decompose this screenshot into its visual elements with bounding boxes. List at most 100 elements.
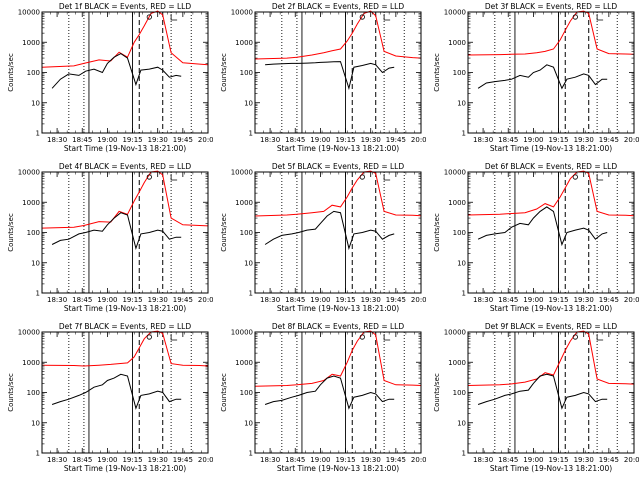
x-tick-label: 18:30 [260,136,280,144]
y-tick-label: 10000 [444,9,466,17]
x-tick-label: 19:00 [97,296,117,304]
x-tick-label: 20:00 [411,296,426,304]
x-tick-label: 19:30 [574,296,594,304]
x-tick-label: 18:45 [498,136,518,144]
peak-marker-bracket [596,14,604,21]
x-axis-label: Start Time (19-Nov-13 18:21:00) [277,464,399,473]
series-line-events [264,210,395,251]
peak-marker-bracket [383,14,391,21]
x-tick-label: 19:00 [310,456,330,464]
series-line-lld [468,10,634,56]
plot-frame [467,331,635,454]
chart-panel-det-6: Det 6f BLACK = Events, RED = LLD 1 10 100 10… [433,162,639,313]
x-tick-label: 19:45 [386,296,406,304]
x-tick-label: 18:30 [47,456,67,464]
x-tick-label: 19:00 [523,136,543,144]
y-tick-label: 1 [36,290,40,298]
x-tick-label: 19:30 [148,456,168,464]
peak-marker-circle [146,174,152,180]
y-tick-label: 1000 [448,39,466,47]
plot-frame [41,171,209,294]
x-axis-label: Start Time (19-Nov-13 18:21:00) [490,304,612,313]
x-tick-label: 19:30 [361,296,381,304]
peak-marker-circle [359,174,365,180]
x-tick-label: 18:30 [260,456,280,464]
x-axis-label: Start Time (19-Nov-13 18:21:00) [490,464,612,473]
chart-title: Det 7f BLACK = Events, RED = LLD [59,322,192,331]
y-tick-label: 100 [240,69,253,77]
x-tick-label: 20:00 [624,456,639,464]
y-tick-label: 100 [453,389,466,397]
x-tick-label: 18:45 [72,296,92,304]
chart-panel-det-1: Det 1f BLACK = Events, RED = LLD 1 10 100 10… [7,2,213,153]
chart-title: Det 8f BLACK = Events, RED = LLD [272,322,405,331]
y-tick-label: 1 [462,290,466,298]
chart-title: Det 5f BLACK = Events, RED = LLD [272,162,405,171]
y-tick-label: 100 [240,389,253,397]
plot-frame [41,331,209,454]
chart-panel-det-4: Det 4f BLACK = Events, RED = LLD 1 10 100 10… [7,162,213,313]
y-tick-label: 10000 [18,329,40,337]
x-tick-label: 18:45 [72,136,92,144]
chart-title: Det 6f BLACK = Events, RED = LLD [485,162,618,171]
plot-frame [467,11,635,134]
series-line-lld [468,330,634,386]
y-axis-label: Counts/sec [433,213,441,252]
x-tick-label: 20:00 [624,296,639,304]
peak-marker-circle [572,334,578,340]
y-axis-label: Counts/sec [220,373,228,412]
y-axis-label: Counts/sec [220,53,228,92]
x-tick-label: 19:45 [173,136,193,144]
y-tick-label: 10 [457,99,466,107]
series-line-events [51,373,182,410]
x-tick-label: 18:45 [498,456,518,464]
x-tick-label: 18:45 [285,296,305,304]
chart-title: Det 1f BLACK = Events, RED = LLD [59,2,192,11]
x-tick-label: 19:00 [97,136,117,144]
y-tick-label: 1 [36,450,40,458]
y-tick-label: 10 [244,419,253,427]
y-tick-label: 1 [462,130,466,138]
chart-title: Det 3f BLACK = Events, RED = LLD [485,2,618,11]
x-tick-label: 19:15 [335,296,355,304]
x-tick-label: 19:15 [335,136,355,144]
y-axis-label: Counts/sec [433,373,441,412]
series-line-events [477,373,608,410]
y-tick-label: 10 [457,259,466,267]
chart-panel-det-5: Det 5f BLACK = Events, RED = LLD 1 10 100 10… [220,162,426,313]
y-tick-label: 10 [31,419,40,427]
x-tick-label: 19:15 [548,296,568,304]
x-tick-label: 19:15 [335,456,355,464]
y-tick-label: 10 [457,419,466,427]
y-tick-label: 10 [244,259,253,267]
y-tick-label: 10 [31,99,40,107]
x-tick-label: 19:30 [361,136,381,144]
peak-marker-bracket [170,14,178,21]
chart-panel-det-3: Det 3f BLACK = Events, RED = LLD 1 10 100 10… [433,2,639,153]
y-tick-label: 10000 [231,9,253,17]
y-tick-label: 100 [27,229,40,237]
peak-marker-circle [359,334,365,340]
x-tick-label: 18:30 [473,456,493,464]
chart-panel-det-8: Det 8f BLACK = Events, RED = LLD 1 10 100 10… [220,322,426,473]
x-tick-label: 19:30 [574,456,594,464]
y-tick-label: 1000 [448,199,466,207]
x-tick-label: 19:45 [173,456,193,464]
chart-panel-det-2: Det 2f BLACK = Events, RED = LLD 1 10 100 10… [220,2,426,153]
plot-frame [41,11,209,134]
x-tick-label: 18:30 [47,136,67,144]
y-tick-label: 100 [27,389,40,397]
series-line-lld [42,170,208,229]
peak-marker-circle [572,14,578,20]
y-tick-label: 10 [244,99,253,107]
x-tick-label: 20:00 [198,296,213,304]
series-line-lld [255,10,421,60]
x-tick-label: 19:45 [599,296,619,304]
x-tick-label: 18:30 [47,296,67,304]
series-line-events [265,61,395,91]
peak-marker-bracket [383,334,391,341]
x-tick-label: 18:45 [285,456,305,464]
y-tick-label: 1000 [22,199,40,207]
x-axis-label: Start Time (19-Nov-13 18:21:00) [64,464,186,473]
